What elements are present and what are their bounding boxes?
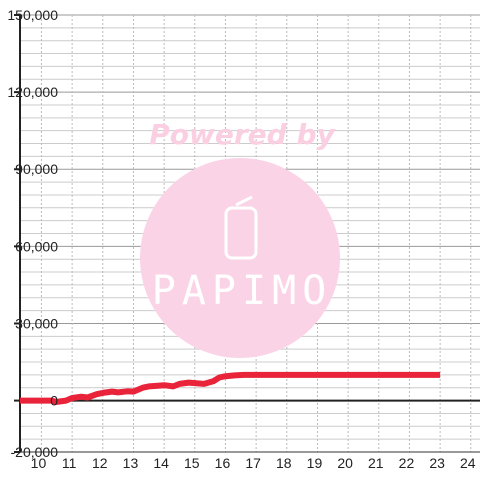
tick-labels: -20,000 0 30,000 60,000 90,000 120,000 150,000… [7, 7, 475, 471]
series [20, 371, 441, 405]
x-tick-label: 10 [31, 455, 47, 471]
y-tick-label: 0 [50, 393, 58, 409]
x-tick-label: 17 [245, 455, 261, 471]
x-tick-label: 16 [215, 455, 231, 471]
series-line [20, 371, 441, 405]
x-tick-label: 12 [92, 455, 108, 471]
x-tick-label: 20 [337, 455, 353, 471]
y-tick-label: 120,000 [7, 84, 58, 100]
watermark-headline: Powered by [149, 118, 336, 151]
x-tick-label: 18 [276, 455, 292, 471]
x-tick-label: 13 [123, 455, 139, 471]
x-tick-label: 19 [307, 455, 323, 471]
watermark: Powered by PAPIMO [140, 118, 340, 358]
y-tick-label: 60,000 [15, 238, 58, 254]
y-tick-label: -20,000 [11, 444, 59, 460]
y-tick-label: 90,000 [15, 161, 58, 177]
x-tick-label: 15 [184, 455, 200, 471]
y-tick-label: 30,000 [15, 315, 58, 331]
y-tick-label: 150,000 [7, 7, 58, 23]
x-tick-label: 14 [153, 455, 169, 471]
x-tick-label: 22 [399, 455, 415, 471]
x-tick-label: 11 [62, 455, 77, 471]
x-tick-label: 24 [460, 455, 476, 471]
x-tick-label: 23 [429, 455, 445, 471]
phone-icon [224, 195, 258, 260]
watermark-brand: PAPIMO [152, 268, 333, 314]
x-tick-label: 21 [368, 455, 384, 471]
axes [14, 14, 480, 453]
